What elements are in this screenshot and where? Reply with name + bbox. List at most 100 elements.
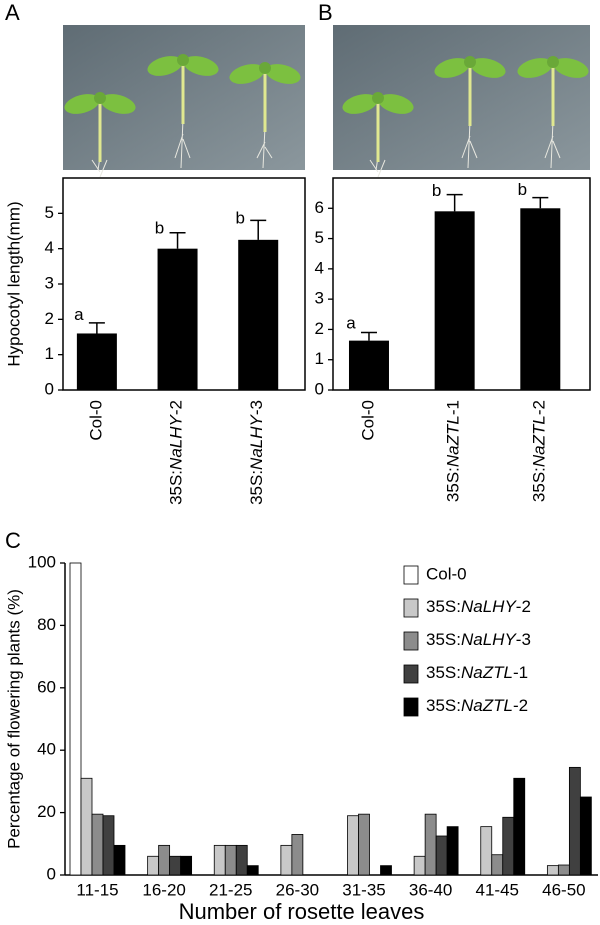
legend-label: 35S:NaLHY-3 [426, 630, 531, 649]
x-tick-label: 46-50 [542, 880, 585, 899]
leaf [64, 94, 100, 114]
error-bar [446, 193, 463, 212]
y-tick-label: 2 [315, 319, 324, 338]
y-tick-label: 2 [45, 309, 54, 328]
x-tick-label: Col-0 [358, 400, 377, 441]
root [544, 120, 561, 169]
root [174, 118, 191, 169]
bar [446, 826, 459, 876]
x-tick-label: 35S:NaLHY-2 [167, 400, 186, 505]
bar [520, 208, 561, 390]
leaf [553, 58, 589, 78]
bud [372, 92, 384, 104]
x-tick-label: Col-0 [86, 400, 105, 441]
root [256, 126, 273, 169]
leaf [517, 58, 553, 78]
leaf [378, 94, 414, 114]
bar [424, 813, 437, 876]
error-bar [88, 322, 105, 334]
x-tick-label: 41-45 [476, 880, 519, 899]
y-tick-label: 6 [315, 198, 324, 217]
bud [464, 56, 476, 68]
x-tick-label: 36-40 [409, 880, 452, 899]
y-tick-label: 4 [315, 258, 324, 277]
bar [91, 813, 104, 876]
bar [347, 815, 359, 876]
bar [169, 855, 182, 876]
panel-label: C [5, 528, 21, 553]
bar [557, 864, 570, 876]
y-tick-label: 5 [315, 228, 324, 247]
bud [177, 54, 189, 66]
y-axis-label: Hypocotyl length(mm) [4, 201, 23, 366]
y-tick-label: 100 [28, 552, 56, 571]
x-axis-label: Number of rosette leaves [179, 899, 425, 924]
y-tick-label: 5 [45, 203, 54, 222]
y-tick-label: 0 [47, 864, 56, 883]
bar [235, 844, 248, 876]
bar [147, 855, 160, 876]
error-bar [169, 232, 186, 249]
x-tick-label: 16-20 [142, 880, 185, 899]
y-tick-label: 4 [45, 238, 54, 257]
bud [94, 92, 106, 104]
leaf [470, 58, 506, 78]
bar [502, 816, 515, 876]
bar [413, 855, 426, 876]
legend-swatch [403, 697, 419, 717]
legend-label: 35S:NaZTL-1 [426, 663, 528, 682]
error-bar [532, 196, 549, 209]
error-bar [360, 331, 377, 341]
bar [348, 340, 389, 390]
bar [568, 766, 581, 876]
bar [102, 815, 115, 876]
bar [435, 835, 448, 876]
bar [246, 865, 259, 876]
significance-letter: a [346, 313, 356, 332]
legend-label: Col-0 [426, 564, 467, 583]
x-tick-label: 35S:NaZTL-1 [444, 400, 463, 502]
bar [480, 826, 493, 876]
bar [76, 333, 117, 390]
x-tick-label: 31-35 [342, 880, 385, 899]
y-tick-label: 1 [315, 349, 324, 368]
y-tick-label: 0 [315, 379, 324, 398]
bar [280, 844, 293, 876]
bud [547, 56, 559, 68]
bar [157, 248, 198, 390]
y-tick-label: 1 [45, 344, 54, 363]
root [461, 120, 478, 169]
significance-letter: a [74, 305, 84, 324]
bar [546, 865, 559, 876]
bar [180, 855, 193, 876]
x-tick-label: 35S:NaZTL-2 [530, 400, 549, 502]
bar [224, 844, 237, 876]
bar [579, 796, 592, 876]
y-tick-label: 0 [45, 379, 54, 398]
y-tick-label: 3 [315, 289, 324, 308]
legend-swatch [403, 598, 419, 618]
bar [213, 844, 226, 876]
y-axis-label: Percentage of flowering plants (%) [4, 589, 23, 849]
significance-letter: b [518, 180, 527, 199]
leaf [265, 64, 301, 84]
x-tick-label: 21-25 [209, 880, 252, 899]
significance-letter: b [235, 209, 244, 228]
leaf [100, 94, 136, 114]
error-bar [250, 219, 267, 240]
leaf [147, 56, 183, 76]
bar [358, 813, 370, 876]
x-tick-label: 11-15 [76, 880, 118, 899]
legend-swatch [403, 664, 419, 684]
x-tick-label: 26-30 [276, 880, 319, 899]
legend-swatch [403, 565, 419, 585]
panel-label: B [318, 0, 333, 25]
bar [238, 239, 279, 390]
bar [491, 854, 504, 876]
bar [158, 844, 171, 876]
significance-letter: b [432, 181, 441, 200]
significance-letter: b [155, 219, 164, 238]
bud [259, 62, 271, 74]
bar [291, 834, 304, 876]
